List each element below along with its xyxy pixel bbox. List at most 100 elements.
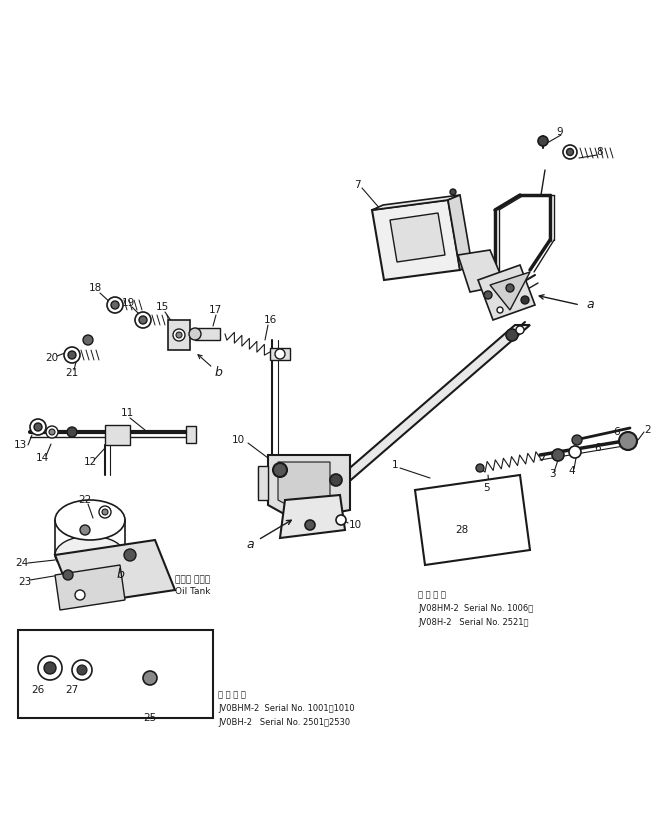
Text: 5: 5 [484,483,490,493]
Text: 12: 12 [83,457,97,467]
Text: 21: 21 [65,368,79,378]
Text: 1: 1 [392,460,399,470]
Polygon shape [55,565,125,610]
Circle shape [336,515,346,525]
Bar [270,348,290,360]
Polygon shape [490,272,530,310]
Bar [105,425,130,445]
Text: 26: 26 [31,685,45,695]
Polygon shape [268,455,350,520]
Text: a: a [246,538,254,551]
Circle shape [538,136,548,146]
Text: 20: 20 [46,353,59,363]
Text: 17: 17 [208,305,221,315]
Circle shape [506,284,514,292]
Polygon shape [478,265,535,320]
Circle shape [38,656,62,680]
Circle shape [75,590,85,600]
Ellipse shape [55,536,125,574]
Polygon shape [280,495,345,538]
Text: 18: 18 [89,283,102,293]
Text: 3: 3 [549,469,555,479]
Text: 6: 6 [613,427,620,437]
Text: 22: 22 [79,495,92,505]
Circle shape [124,549,136,561]
Text: 11: 11 [120,408,134,418]
Text: 13: 13 [13,440,26,450]
Bar [186,426,196,443]
Text: 16: 16 [263,315,276,325]
Text: 適 用 号 機
JV0BHM-2  Serial No. 1001～1010
JV0BH-2   Serial No. 2501－2530: 適 用 号 機 JV0BHM-2 Serial No. 1001～1010 JV… [218,690,354,727]
Circle shape [189,328,201,340]
Bar [18,630,213,718]
Circle shape [273,463,287,477]
Circle shape [34,423,42,431]
Text: 適 用 号 機
JV08HM-2  Serial No. 1006～
JV08H-2   Serial No. 2521～: 適 用 号 機 JV08HM-2 Serial No. 1006～ JV08H-… [418,590,533,627]
Text: 9: 9 [557,127,563,137]
Circle shape [67,427,77,437]
Polygon shape [315,325,530,498]
Circle shape [63,570,73,580]
Polygon shape [278,462,330,512]
Text: b: b [214,366,222,380]
Circle shape [563,145,577,159]
Polygon shape [458,250,505,292]
Circle shape [30,419,46,435]
Circle shape [506,329,518,341]
Polygon shape [372,195,460,210]
Circle shape [450,189,456,195]
Circle shape [521,296,529,304]
Polygon shape [195,328,220,340]
Circle shape [305,520,315,530]
Circle shape [99,506,111,518]
Circle shape [107,297,123,313]
Text: Oil Tank: Oil Tank [175,587,210,596]
Polygon shape [372,200,460,280]
Circle shape [572,435,582,445]
Circle shape [566,149,574,155]
Text: 27: 27 [65,685,79,695]
Ellipse shape [55,500,125,540]
Text: 6: 6 [595,443,602,453]
Circle shape [552,449,564,461]
Circle shape [77,665,87,675]
Circle shape [476,464,484,472]
Circle shape [176,332,182,338]
Polygon shape [390,213,445,262]
Circle shape [111,301,119,309]
Text: 28: 28 [455,525,469,535]
Circle shape [72,660,92,680]
Circle shape [102,509,108,515]
Text: オイル タンク: オイル タンク [175,576,210,585]
Circle shape [68,351,76,359]
Circle shape [139,316,147,324]
Text: 2: 2 [644,425,651,435]
Circle shape [497,307,503,313]
Text: a: a [586,299,594,312]
Text: 14: 14 [36,453,49,463]
Circle shape [143,671,157,685]
Circle shape [44,662,56,674]
Text: 25: 25 [143,713,157,723]
Text: 7: 7 [354,180,360,190]
Text: 8: 8 [597,147,603,157]
Circle shape [80,525,90,535]
Text: 4: 4 [568,466,575,476]
Polygon shape [448,195,472,270]
Text: 19: 19 [122,298,135,308]
Text: b: b [116,569,124,582]
Text: 10: 10 [231,435,245,445]
Text: 15: 15 [155,302,169,312]
Circle shape [83,335,93,345]
Circle shape [569,446,581,458]
Polygon shape [415,475,530,565]
Circle shape [135,312,151,328]
Text: 10: 10 [348,520,362,530]
Polygon shape [55,540,175,605]
Circle shape [275,349,285,359]
Circle shape [330,474,342,486]
Circle shape [173,329,185,341]
Circle shape [49,429,55,435]
Text: 23: 23 [19,577,32,587]
Bar [258,466,268,500]
